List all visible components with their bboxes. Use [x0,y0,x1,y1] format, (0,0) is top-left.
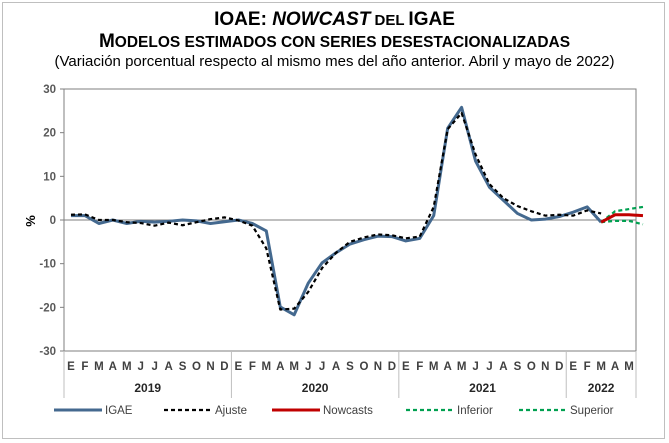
chart-title: IOAE: NOWCAST DEL IGAE [0,8,669,32]
title-part-3: DEL [370,12,409,29]
title-part-1: IOAE: [214,9,273,30]
x-month-label: E [235,361,243,373]
x-month-label: M [94,361,104,373]
x-year-label: 2022 [588,381,615,395]
x-month-label: N [541,361,549,373]
x-month-label: O [527,361,536,373]
x-month-label: M [457,361,467,373]
x-month-label: F [249,361,256,373]
x-month-label: F [416,361,423,373]
x-month-label: D [220,361,228,373]
x-month-label: O [192,361,201,373]
series-line-nowcasts [600,213,644,224]
x-month-label: J [138,361,144,373]
y-tick-label: 20 [43,128,56,140]
x-month-label: J [472,361,478,373]
legend-label-igae: IGAE [105,405,133,417]
x-month-label: D [388,361,396,373]
x-month-label: N [374,361,382,373]
x-month-label: S [514,361,522,373]
legend-label-ajuste: Ajuste [215,405,247,417]
subtitle-part-1: M [98,31,115,52]
legend-label-superior: Superior [570,405,614,417]
legend-label-nowcasts: Nowcasts [323,405,373,417]
chart-frame [2,2,665,439]
y-tick-label: -20 [39,302,56,314]
y-tick-label: -10 [39,259,56,271]
x-month-label: J [151,361,157,373]
x-year-label: 2020 [302,381,329,395]
x-month-label: A [444,361,452,373]
x-month-label: E [569,361,577,373]
x-month-label: A [499,361,507,373]
x-month-label: E [67,361,75,373]
y-tick-label: 0 [50,215,56,227]
x-month-label: J [305,361,311,373]
x-month-label: O [359,361,368,373]
x-month-label: M [261,361,271,373]
legend-label-inferior: Inferior [457,405,493,417]
x-month-label: F [584,361,591,373]
series-line-ajuste [70,111,602,311]
x-month-label: A [332,361,340,373]
x-month-label: A [611,361,619,373]
x-month-label: A [109,361,117,373]
x-month-label: N [206,361,214,373]
x-month-label: S [179,361,187,373]
title-part-2: NOWCAST [272,9,371,30]
subtitle-part-2: ODELOS ESTIMADOS CON SERIES DESESTACIONA… [114,34,571,51]
x-year-label: 2021 [469,381,496,395]
x-month-label: S [346,361,354,373]
y-tick-label: -30 [39,346,56,358]
x-month-label: M [122,361,132,373]
x-month-label: D [555,361,563,373]
x-month-label: J [486,361,492,373]
y-axis-label: % [23,215,38,227]
series-line-superior [600,205,644,224]
x-month-label: E [402,361,410,373]
chart-note: (Variación porcentual respecto al mismo … [54,53,615,70]
x-month-label: A [276,361,284,373]
series-line-inferior [601,219,644,226]
x-month-label: J [319,361,325,373]
title-part-4: IGAE [408,9,455,30]
x-month-label: M [596,361,606,373]
x-month-label: M [289,361,299,373]
chart-titles: IOAE: NOWCAST DEL IGAE MODELOS ESTIMADOS… [0,8,669,71]
chart-subtitle: MODELOS ESTIMADOS CON SERIES DESESTACION… [0,32,669,53]
x-month-label: M [624,361,634,373]
series-line-igae [70,105,603,317]
y-tick-label: 30 [43,84,56,96]
x-year-label: 2019 [134,381,161,395]
x-month-label: M [429,361,439,373]
x-month-label: A [164,361,172,373]
y-tick-label: 10 [43,171,56,183]
x-month-label: F [81,361,88,373]
